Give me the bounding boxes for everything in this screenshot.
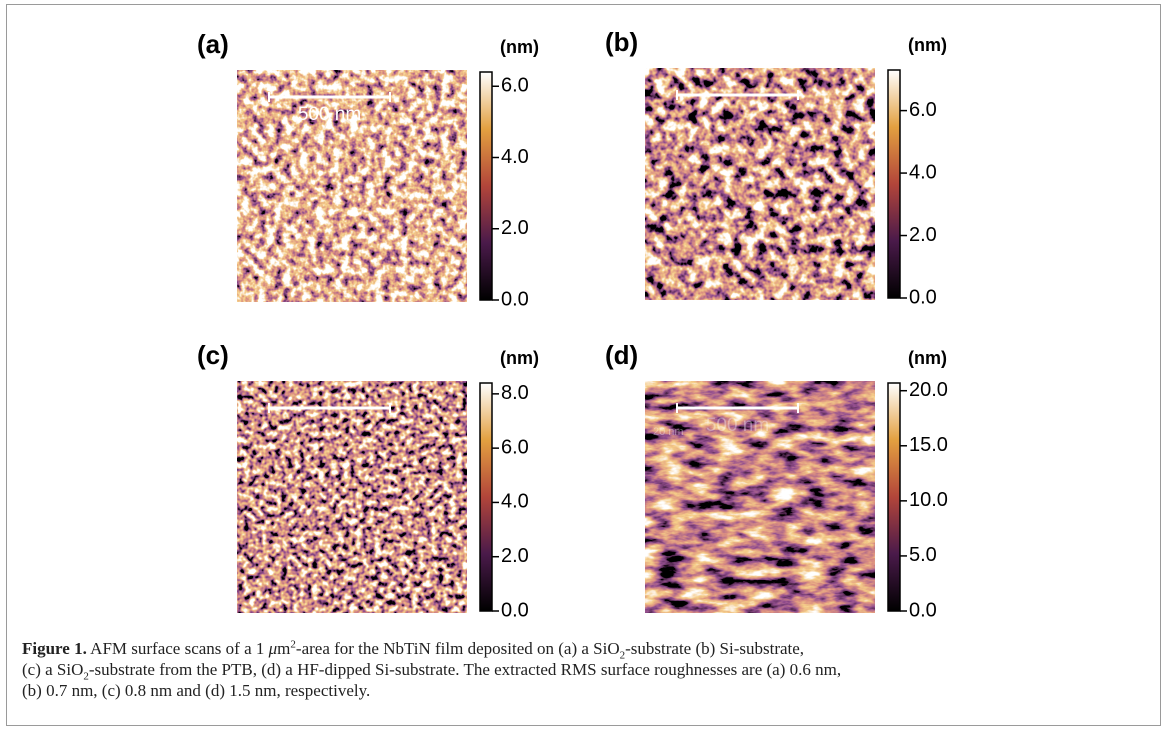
caption-line: (b) 0.7 nm, (c) 0.8 nm and (d) 1.5 nm, r… bbox=[22, 681, 371, 700]
colorbar bbox=[887, 382, 901, 612]
panel-label: (d) bbox=[605, 340, 638, 370]
afm-image bbox=[645, 68, 875, 300]
colorbar-tick-label: 0.0 bbox=[501, 288, 529, 310]
caption-text: -substrate from the PTB, (d) a HF-dipped… bbox=[88, 660, 842, 679]
colorbar-tick-label: 2.0 bbox=[501, 217, 529, 239]
scale-bar-label: 500 nm bbox=[298, 104, 361, 125]
figure: (a) (nm) 500 nm 0.0 2.0 4.0 6.0 (b) (nm) 0.0 2.0 4.… bbox=[197, 27, 948, 621]
scale-bar-sublabel: 20 nm bbox=[653, 426, 684, 438]
caption: Figure 1. AFM surface scans of a 1 μm2-a… bbox=[22, 638, 1142, 701]
colorbar-tick-label: 4.0 bbox=[501, 146, 529, 168]
caption-text: 2 bbox=[290, 638, 296, 651]
afm-image bbox=[237, 70, 467, 302]
unit-label: (nm) bbox=[908, 348, 947, 368]
colorbar-tick-label: 6.0 bbox=[501, 75, 529, 97]
caption-label: Figure 1. bbox=[22, 639, 87, 658]
colorbar-tick-label: 2.0 bbox=[909, 224, 937, 246]
afm-image bbox=[645, 381, 875, 613]
caption-line: Figure 1. AFM surface scans of a 1 μm2-a… bbox=[22, 638, 1142, 662]
caption-line: (c) a SiO2-substrate from the PTB, (d) a… bbox=[22, 659, 1142, 683]
colorbar-tick-label: 6.0 bbox=[501, 436, 529, 458]
panel-label: (a) bbox=[197, 29, 229, 59]
colorbar-tick-label: 4.0 bbox=[909, 161, 937, 183]
colorbar bbox=[479, 71, 493, 301]
colorbar-tick-label: 4.0 bbox=[501, 491, 529, 513]
colorbar-tick-label: 8.0 bbox=[501, 382, 529, 404]
colorbar-tick-label: 0.0 bbox=[909, 599, 937, 621]
colorbar-tick-label: 6.0 bbox=[909, 99, 937, 121]
panel-label: (c) bbox=[197, 340, 229, 370]
caption-text: AFM surface scans of a 1 bbox=[86, 639, 269, 658]
figure-frame bbox=[6, 4, 1161, 726]
scale-bar-label: 500 nm bbox=[706, 415, 769, 436]
caption-text: 2 bbox=[619, 649, 626, 662]
caption-text: 2 bbox=[83, 670, 89, 683]
caption-text: -area for the NbTiN film deposited on (a… bbox=[295, 639, 620, 658]
unit-label: (nm) bbox=[908, 35, 947, 55]
afm-image bbox=[237, 381, 467, 613]
caption-text: m bbox=[277, 639, 291, 658]
colorbar-tick-label: 15.0 bbox=[909, 434, 948, 456]
unit-label: (nm) bbox=[500, 37, 539, 57]
colorbar-tick-label: 10.0 bbox=[909, 489, 948, 511]
colorbar-tick-label: 0.0 bbox=[501, 599, 529, 621]
colorbar-tick-label: 2.0 bbox=[501, 545, 529, 567]
unit-label: (nm) bbox=[500, 348, 539, 368]
colorbar-tick-label: 0.0 bbox=[909, 286, 937, 308]
caption-text: (c) a SiO bbox=[22, 660, 84, 679]
caption-text: μ bbox=[268, 639, 278, 658]
colorbar bbox=[887, 69, 901, 299]
panel-label: (b) bbox=[605, 27, 638, 57]
colorbar-tick-label: 5.0 bbox=[909, 544, 937, 566]
colorbar bbox=[479, 382, 493, 612]
colorbar-tick-label: 20.0 bbox=[909, 379, 948, 401]
caption-text: -substrate (b) Si-substrate, bbox=[625, 639, 805, 658]
